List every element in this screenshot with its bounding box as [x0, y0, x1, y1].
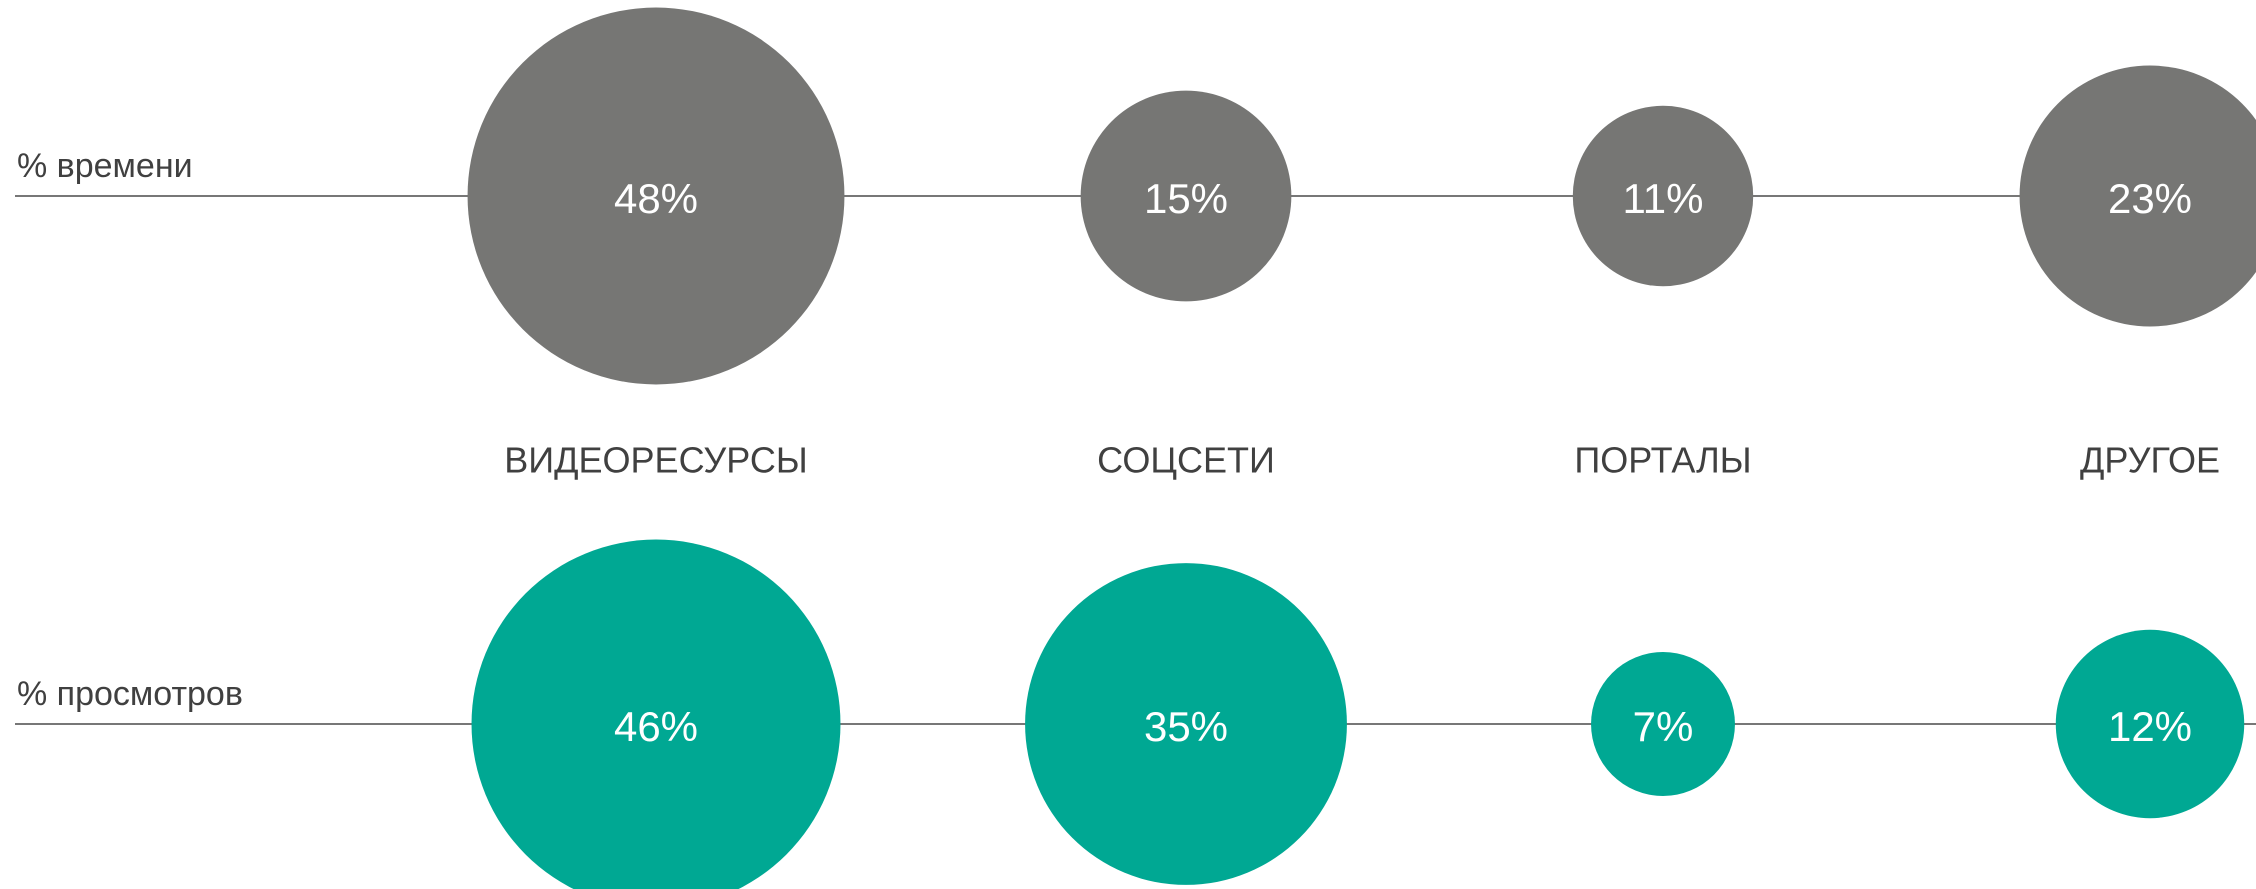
value-label: 46%: [614, 703, 698, 750]
row-label: % просмотров: [17, 675, 243, 713]
bubble: [1572, 105, 1754, 287]
category-label: ВИДЕОРЕСУРСЫ: [504, 440, 807, 481]
value-label: 12%: [2108, 703, 2192, 750]
bubble: [2055, 629, 2245, 819]
bubble: [2019, 65, 2256, 327]
value-label: 7%: [1633, 703, 1694, 750]
value-label: 11%: [1623, 175, 1704, 222]
bubble: [1080, 90, 1292, 302]
bubble: [471, 539, 841, 889]
value-label: 48%: [614, 175, 698, 222]
value-label: 23%: [2108, 175, 2192, 222]
bubble: [1025, 563, 1347, 885]
category-label: ДРУГОЕ: [2080, 440, 2220, 481]
bubble: [467, 7, 845, 385]
category-label: СОЦСЕТИ: [1097, 440, 1275, 481]
value-label: 15%: [1144, 175, 1228, 222]
category-label: ПОРТАЛЫ: [1574, 440, 1751, 481]
value-label: 35%: [1144, 703, 1228, 750]
row-label: % времени: [17, 147, 193, 185]
bubble: [1591, 652, 1735, 796]
